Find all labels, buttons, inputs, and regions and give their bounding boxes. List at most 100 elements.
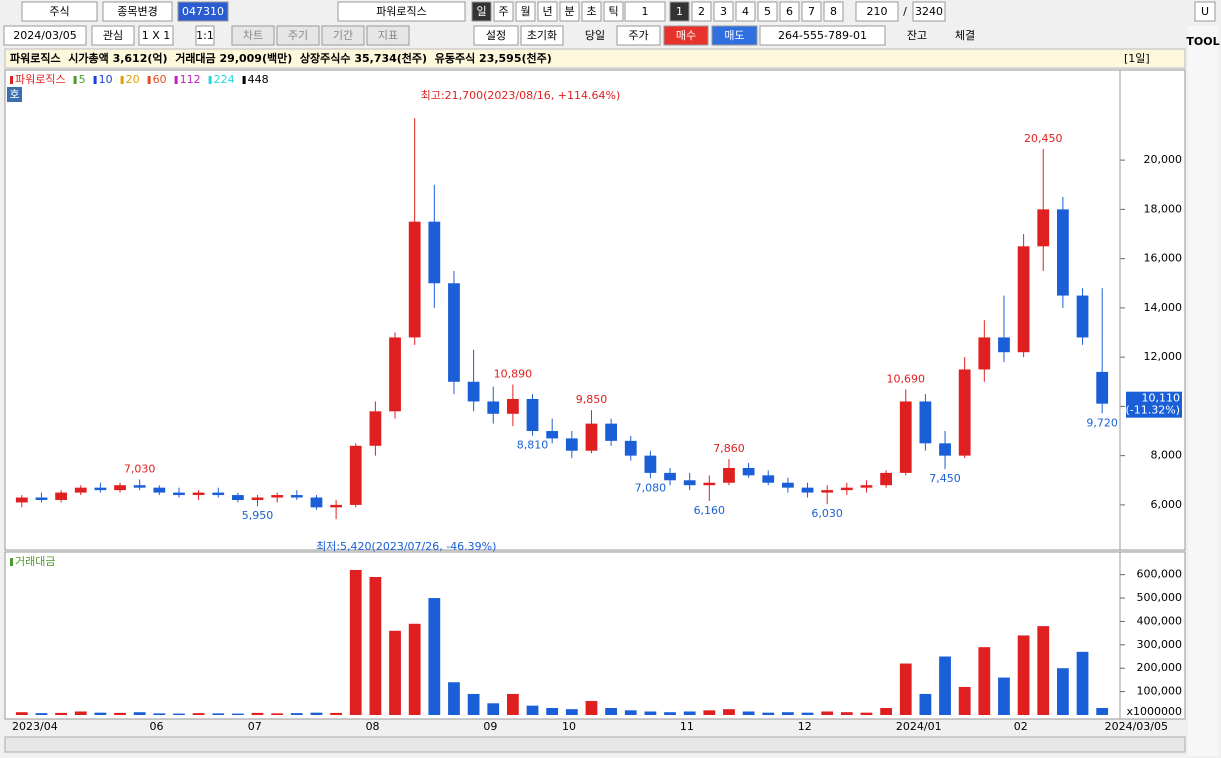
candle-body [271,495,284,498]
toolbar-button[interactable] [91,25,135,46]
toolbar-label[interactable]: 설정 [486,29,506,42]
toolbar-button[interactable] [624,1,666,22]
toolbar-button[interactable] [711,25,758,46]
toolbar-label[interactable]: 지표 [378,29,398,42]
toolbar-label[interactable]: 주 [498,5,508,18]
toolbar-label[interactable]: 3240 [915,5,943,18]
toolbar-button[interactable] [691,1,712,22]
toolbar-button[interactable] [102,1,173,22]
toolbar-label[interactable]: 분 [564,5,574,18]
toolbar-button[interactable] [663,25,709,46]
toolbar-button[interactable] [823,1,844,22]
legend-entry[interactable]: 10 [99,73,113,86]
toolbar-button[interactable] [669,1,690,22]
max-annotation: 최고:21,700(2023/08/16, +114.64%) [421,89,621,102]
legend-entry[interactable]: 60 [153,73,167,86]
toolbar-button[interactable] [537,1,558,22]
legend-entry[interactable]: 224 [214,73,235,86]
toolbar-label[interactable]: 주기 [288,29,308,42]
toolbar-button[interactable] [912,1,946,22]
toolbar-button[interactable] [757,1,778,22]
toolbar-label[interactable]: 매수 [676,29,696,42]
toolbar-label[interactable]: 기간 [333,29,353,42]
toolbar-button[interactable] [603,1,624,22]
toolbar-label[interactable]: 7 [808,5,815,18]
toolbar-button[interactable] [616,25,661,46]
toolbar-label[interactable]: 잔고 [907,29,927,42]
toolbar-label[interactable]: 매도 [724,29,744,42]
toolbar-label[interactable]: 틱 [608,5,618,18]
legend-swatch [242,76,246,84]
toolbar-label[interactable]: / [903,5,907,18]
toolbar-label[interactable]: 1 [642,5,649,18]
volume-bar [546,707,559,715]
toolbar-label[interactable]: 초 [586,5,596,18]
legend-entry[interactable]: 112 [180,73,201,86]
candle-body [290,495,303,498]
volume-bar [1076,651,1089,715]
toolbar-button[interactable] [471,1,492,22]
legend-entry[interactable]: 448 [248,73,269,86]
toolbar-label[interactable]: 264-555-789-01 [778,29,867,42]
toolbar-button[interactable] [855,1,899,22]
legend-entry[interactable]: 파워로직스 [15,73,66,86]
toolbar-button[interactable] [735,1,756,22]
toolbar-button[interactable] [3,25,87,46]
toolbar-button[interactable] [801,1,822,22]
legend-entry[interactable]: 5 [79,73,86,86]
toolbar-button[interactable] [473,25,519,46]
toolbar-button[interactable] [559,1,580,22]
volume-legend[interactable]: 거래대금 [15,555,55,568]
scrollbar[interactable] [4,736,1186,753]
toolbar-button[interactable] [1194,1,1216,22]
toolbar-button[interactable] [177,1,229,22]
toolbar-label[interactable]: 2 [698,5,705,18]
volume-bar [1017,635,1030,715]
toolbar-label[interactable]: 관심 [103,29,123,42]
toolbar-button[interactable] [713,1,734,22]
toolbar-label[interactable]: 초기화 [527,29,557,42]
toolbar-label[interactable]: 6 [786,5,793,18]
toolbar-button[interactable] [515,1,536,22]
toolbar-button[interactable] [276,25,320,46]
toolbar-label[interactable]: 8 [830,5,837,18]
toolbar-button[interactable] [195,25,215,46]
info-bar [4,48,1186,69]
toolbar-button[interactable] [21,1,98,22]
toolbar-label[interactable]: 1:1 [196,29,214,42]
toolbar-label[interactable]: 일 [476,4,486,18]
toolbar-button[interactable] [520,25,564,46]
toolbar-button[interactable] [759,25,886,46]
toolbar-button[interactable] [231,25,275,46]
toolbar-button[interactable] [493,1,514,22]
toolbar-button[interactable] [779,1,800,22]
candle-body [153,487,166,493]
toolbar-label[interactable]: 4 [742,5,749,18]
candle-body [1057,209,1069,296]
x-tick-label: 2024/03/05 [1105,720,1168,733]
toolbar-label[interactable]: 1 X 1 [142,29,171,42]
toolbar-label[interactable]: 주가 [628,29,648,42]
toolbar-label[interactable]: 5 [764,5,771,18]
toolbar-button[interactable] [581,1,602,22]
toolbar-label[interactable]: 당일 [585,28,605,42]
toolbar-label[interactable]: 차트 [243,29,263,42]
toolbar-button[interactable] [321,25,365,46]
toolbar-label[interactable]: 종목변경 [117,5,157,18]
toolbar-label[interactable]: U [1201,5,1209,18]
toolbar-label[interactable]: 월 [520,5,530,18]
candle-body [349,445,362,505]
toolbar-label[interactable]: 3 [720,5,727,18]
toolbar-button[interactable] [366,25,410,46]
toolbar-label[interactable]: 체결 [955,29,975,42]
toolbar-label[interactable]: 2024/03/05 [13,29,76,42]
toolbar-button[interactable] [138,25,174,46]
toolbar-button[interactable] [337,1,466,22]
toolbar-label[interactable]: 047310 [182,5,224,18]
toolbar-label[interactable]: 210 [867,5,888,18]
toolbar-label[interactable]: 주식 [49,5,69,18]
toolbar-label[interactable]: 년 [542,5,552,18]
toolbar-label[interactable]: 1 [676,5,683,18]
legend-entry[interactable]: 20 [126,73,140,86]
toolbar-label[interactable]: 파워로직스 [376,5,427,18]
